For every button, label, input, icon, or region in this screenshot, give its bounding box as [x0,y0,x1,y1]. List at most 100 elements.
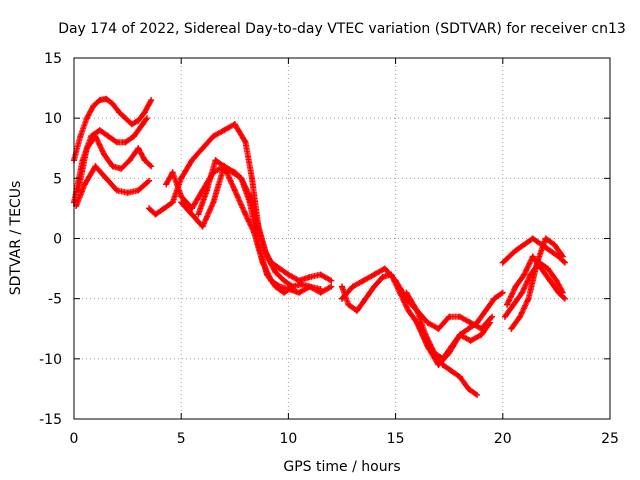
data-point [414,319,421,326]
data-point [251,229,258,236]
data-point [77,133,84,140]
tick-labels: 0 5 10 15 20 25 -15 -10 -5 0 5 10 15 [39,51,619,447]
data-point [195,211,202,218]
data-point [199,145,206,152]
data-point [135,187,142,194]
y-tick-label: 15 [44,51,62,67]
data-point [512,283,519,290]
data-point [339,295,345,302]
y-tick-label: -15 [39,412,62,428]
y-tick-label: 10 [44,111,62,127]
series-track-8 [195,157,296,290]
data-point [525,295,532,302]
data-point [268,277,275,284]
data-point [298,281,305,288]
data-point [349,283,356,290]
series-track-16 [508,235,566,332]
data-point [210,133,217,140]
data-point [482,307,489,314]
y-axis-label: SDTVAR / TECUs [8,181,24,296]
data-point [478,331,485,338]
data-point [521,271,528,278]
data-point [354,307,361,314]
y-tick-label: 0 [53,232,62,248]
data-point [559,253,566,260]
data-point [246,193,253,200]
data-point [113,187,120,194]
data-point [516,313,523,320]
data-point [446,349,453,356]
data-point [306,274,313,281]
data-point [506,253,513,260]
data-point [474,319,481,326]
data-point [238,175,245,182]
data-point [405,307,412,314]
data-point [143,115,150,122]
data-point [116,109,123,116]
data-point [81,181,88,188]
data-point [529,253,536,260]
data-point [126,157,133,164]
data-point [141,109,148,116]
data-point [296,277,303,284]
data-point [141,157,148,164]
data-point [124,189,131,196]
data-point [135,117,142,124]
data-point [392,277,399,284]
data-point [152,211,159,218]
data-point [248,175,255,182]
data-point [555,289,562,296]
data-point [561,259,568,266]
data-point [456,373,463,380]
series-track-4 [73,163,153,210]
data-point [242,211,249,218]
data-point [146,205,153,212]
data-point [96,97,103,104]
data-point [229,169,236,176]
data-point [103,175,110,182]
data-point [210,199,217,206]
data-point [328,277,335,284]
x-axis-label: GPS time / hours [283,459,400,475]
data-point [113,139,120,146]
x-tick-label: 15 [387,431,405,447]
data-point [199,223,206,230]
data-point [128,121,135,128]
data-point [499,289,506,296]
data-point [221,127,228,134]
data-point [360,277,367,284]
data-point [339,283,345,290]
data-point [212,157,219,164]
data-point [118,165,125,172]
data-point [103,95,110,102]
data-point [345,301,352,308]
data-point [242,139,249,146]
data-point [521,241,528,248]
data-point [161,205,168,212]
x-tick-label: 0 [70,431,79,447]
data-point [467,337,474,344]
data-point [259,259,266,266]
y-tick-label: 5 [53,171,62,187]
data-point [424,319,431,326]
data-point [178,199,185,206]
data-point [281,277,288,284]
chart-title: Day 174 of 2022, Sidereal Day-to-day VTE… [58,21,626,37]
data-point [231,187,238,194]
data-point [446,313,453,320]
data-point [96,127,103,134]
data-point [381,265,388,272]
data-point [510,301,517,308]
data-point [122,115,129,122]
data-point [504,301,511,308]
data-point [148,163,155,170]
series-track-1 [71,95,155,164]
data-point [435,325,442,332]
data-point [122,139,129,146]
data-point [178,175,185,182]
data-point [508,325,515,332]
data-point [519,289,526,296]
data-point [546,247,553,254]
data-point [456,313,463,320]
data-point [538,265,545,272]
